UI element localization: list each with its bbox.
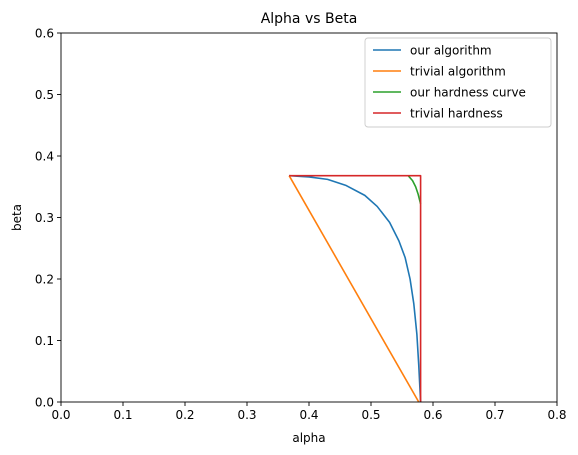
legend-entry-label: trivial hardness [410,107,503,121]
x-tick-label: 0.3 [237,408,256,422]
y-tick-label: 0.1 [35,334,54,348]
y-tick-label: 0.2 [35,273,54,287]
x-tick-label: 0.7 [485,408,504,422]
x-tick-label: 0.2 [175,408,194,422]
legend-entry-label: our hardness curve [410,86,526,100]
x-tick-label: 0.6 [423,408,442,422]
legend-box [364,37,552,128]
y-tick-label: 0.5 [35,88,54,102]
y-tick-label: 0.0 [35,396,54,410]
x-tick-label: 0.5 [361,408,380,422]
x-tick-label: 0.8 [547,408,566,422]
y-tick-label: 0.3 [35,211,54,225]
x-tick-label: 0.0 [51,408,70,422]
series-line-our-hardness-curve [407,175,422,205]
legend-entry-label: our algorithm [410,44,492,58]
series-line-our-algorithm [289,174,422,403]
x-axis: 0.0 0.1 0.2 0.3 0.4 0.5 0.6 0.7 0.8 [51,402,567,422]
chart-title: Alpha vs Beta [261,11,358,27]
y-axis: 0.0 0.1 0.2 0.3 0.4 0.5 0.6 [35,27,61,410]
y-axis-label: beta [10,204,24,231]
series-line-trivial-hardness [289,174,422,402]
series-line-trivial-algorithm [288,175,420,403]
legend: our algorithm trivial algorithm our hardne… [364,37,552,128]
x-tick-label: 0.4 [299,408,318,422]
legend-entry-label: trivial algorithm [410,65,506,79]
y-tick-label: 0.4 [35,150,54,164]
x-axis-label: alpha [292,431,325,445]
y-tick-label: 0.6 [35,27,54,41]
x-tick-label: 0.1 [113,408,132,422]
